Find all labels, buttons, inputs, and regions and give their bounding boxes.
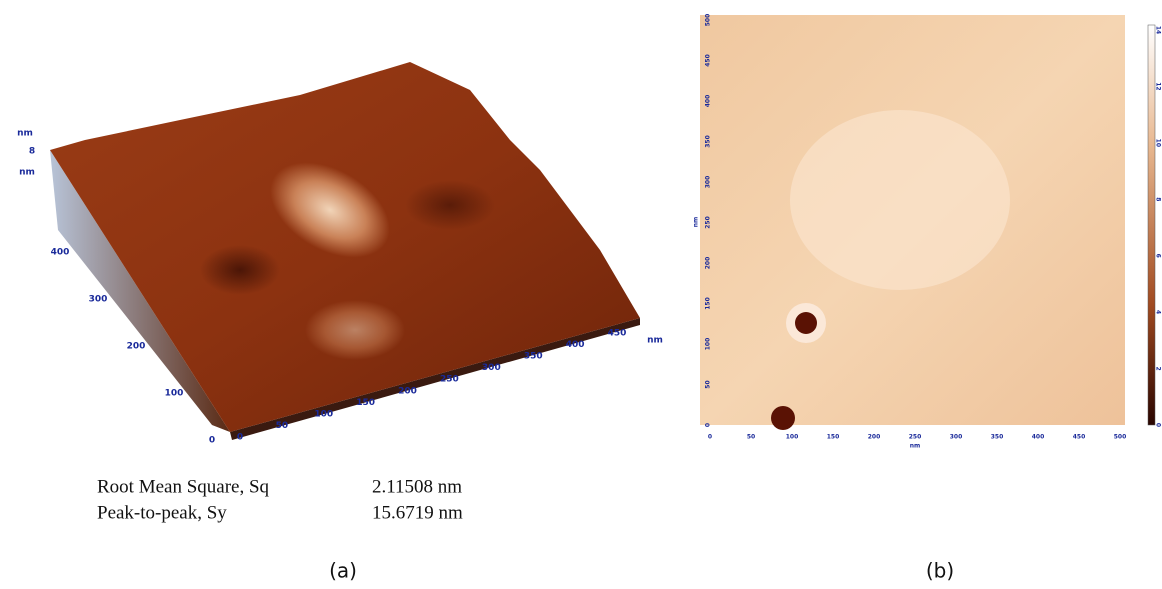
y-axis-label: nm [693,217,700,228]
y-tick-label: 200 [127,342,146,352]
x-tick-label: 50 [747,434,755,441]
y-tick-label: 400 [51,248,70,258]
x-tick-label: 150 [356,398,375,408]
x-tick-label: 400 [566,340,585,350]
y-tick-label: 500 [705,14,712,27]
colorbar-tick-label: 2 [1155,366,1162,370]
stat-label: Peak-to-peak, Sy [97,502,227,523]
x-tick-label: 200 [868,434,881,441]
colorbar-tick-label: 12 [1155,82,1162,90]
colorbar-tick-label: 6 [1155,254,1162,258]
x-tick-label: 150 [827,434,840,441]
x-tick-label: 300 [950,434,963,441]
y-tick-label: 150 [705,297,712,310]
z-axis-tick: 8 [29,147,35,157]
colorbar-tick-label: 4 [1155,310,1162,314]
stat-value: 15.6719 nm [372,502,463,523]
y-tick-label: 300 [89,295,108,305]
x-axis-label: nm [647,336,663,346]
x-tick-label: 450 [608,329,627,339]
x-tick-label: 50 [276,421,289,431]
x-axis-label: nm [910,443,921,450]
x-tick-label: 100 [314,409,333,419]
colorbar-tick-label: 0 [1155,423,1162,427]
colorbar-tick-label: 14 [1155,26,1162,34]
x-tick-label: 400 [1032,434,1045,441]
y-tick-label: 300 [705,176,712,189]
x-tick-label: 300 [482,363,501,373]
y-tick-label: 0 [209,436,215,446]
caption: (b) [926,559,954,583]
y-tick-label: 450 [705,54,712,67]
y-tick-label: 100 [165,389,184,399]
y-tick-label: 200 [705,257,712,270]
y-tick-label: 250 [705,216,712,229]
x-tick-label: 200 [398,386,417,396]
x-tick-label: 100 [786,434,799,441]
colorbar-tick-label: 10 [1155,139,1162,147]
x-tick-label: 350 [524,352,543,362]
y-tick-label: 350 [705,135,712,148]
afm-image [700,15,1156,430]
z-axis-label: nm [19,168,35,178]
y-tick-label: 0 [705,423,712,427]
x-tick-label: 500 [1114,434,1127,441]
x-tick-label: 0 [708,434,712,441]
x-tick-label: 250 [440,375,459,385]
stat-label: Root Mean Square, Sq [97,476,270,497]
z-axis-label: nm [17,129,33,139]
x-tick-label: 450 [1073,434,1086,441]
caption: (a) [329,559,357,583]
x-tick-label: 0 [237,433,243,443]
y-tick-label: 50 [705,380,712,388]
colorbar-tick-label: 8 [1155,197,1162,201]
y-tick-label: 400 [705,95,712,108]
x-tick-label: 250 [909,434,922,441]
x-tick-label: 350 [991,434,1004,441]
surface-3d [50,62,640,440]
stat-value: 2.11508 nm [372,476,462,497]
y-tick-label: 100 [705,338,712,351]
